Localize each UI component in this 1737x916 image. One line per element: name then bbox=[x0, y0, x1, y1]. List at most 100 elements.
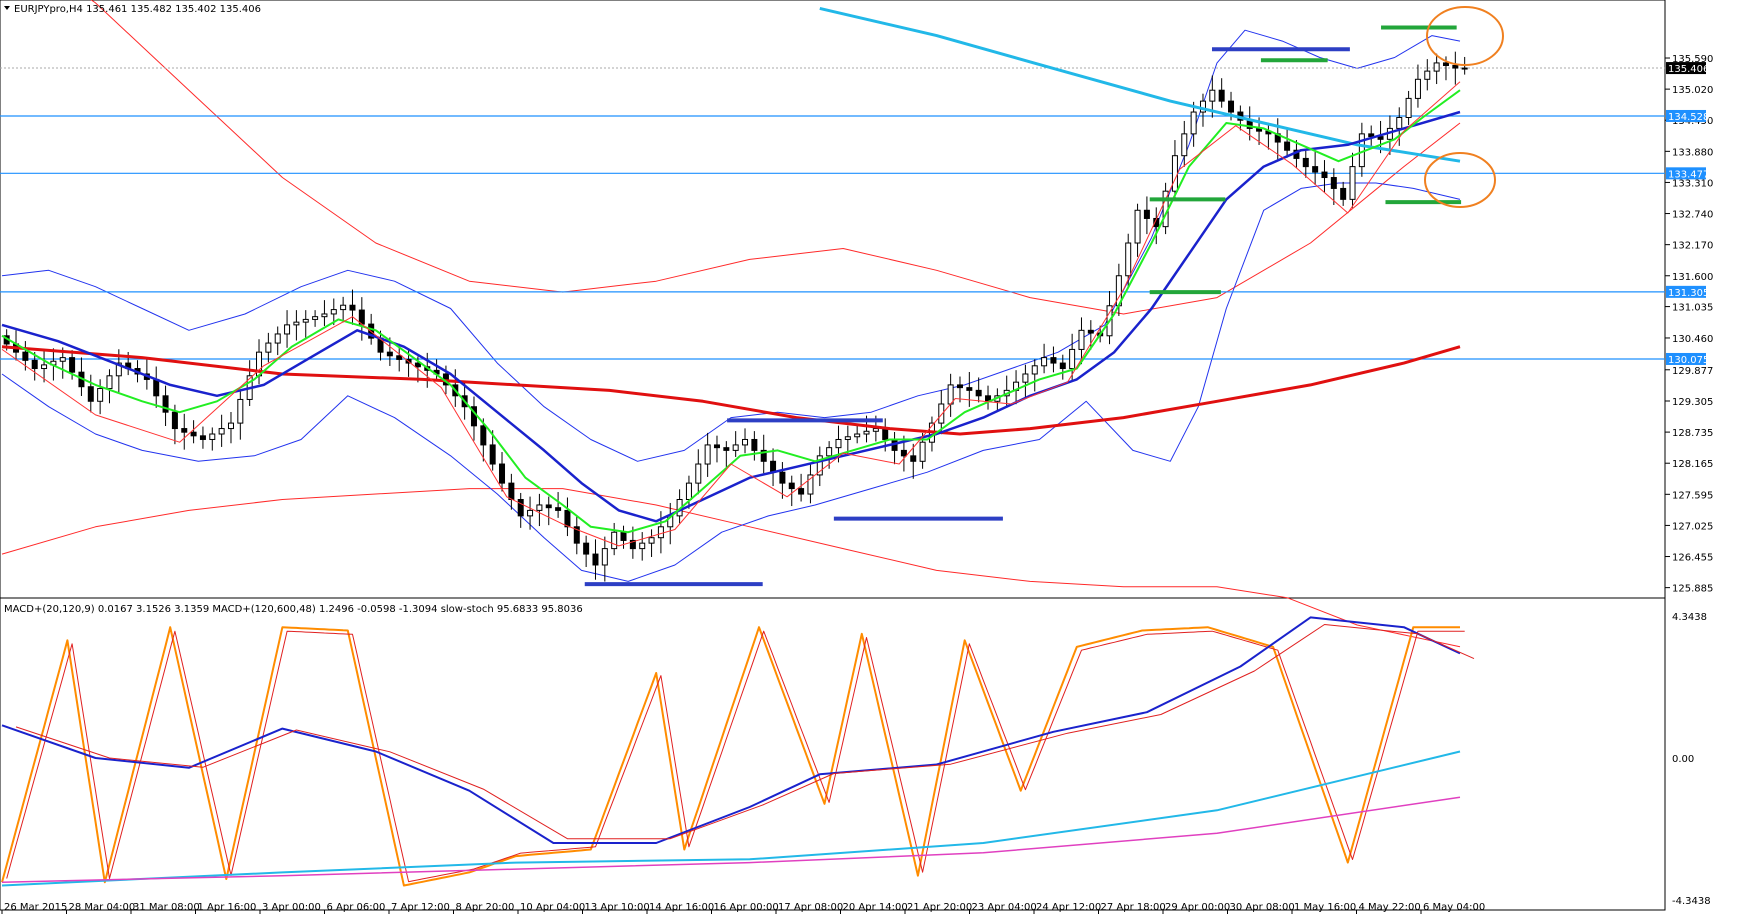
candle-body bbox=[293, 321, 300, 326]
candle-body bbox=[414, 362, 421, 368]
candle-body bbox=[1302, 157, 1309, 168]
candle-body bbox=[695, 463, 702, 484]
stochastic-signal-line bbox=[6, 630, 1465, 883]
candle-body bbox=[826, 447, 833, 457]
candle-body bbox=[648, 537, 655, 544]
candle-body bbox=[854, 433, 861, 438]
candle-body bbox=[199, 435, 206, 440]
time-tick-label: 10 Apr 04:00 bbox=[520, 902, 585, 913]
candle-body bbox=[209, 433, 216, 440]
price-tick-label: 132.740 bbox=[1672, 210, 1713, 221]
ma-cyan-line bbox=[819, 6, 1461, 163]
candle-body bbox=[1190, 111, 1197, 135]
time-tick-label: 4 May 22:00 bbox=[1359, 902, 1421, 913]
candle-body bbox=[536, 504, 543, 511]
candle-body bbox=[517, 499, 524, 517]
candle-body bbox=[218, 428, 225, 435]
candle-body bbox=[1340, 187, 1347, 200]
candle-body bbox=[863, 430, 870, 435]
dropdown-icon[interactable] bbox=[4, 6, 10, 10]
candle-body bbox=[1312, 166, 1319, 173]
candle-body bbox=[171, 411, 178, 430]
time-tick-label: 1 Apr 16:00 bbox=[198, 902, 257, 913]
price-tick-label: 133.310 bbox=[1672, 178, 1713, 189]
current-price-tag bbox=[1666, 62, 1706, 75]
candle-body bbox=[1199, 100, 1206, 113]
candle-body bbox=[639, 542, 646, 550]
candle-body bbox=[31, 359, 38, 370]
candle-body bbox=[1405, 97, 1412, 119]
bollinger-lower-line bbox=[1, 182, 1461, 582]
candle-body bbox=[87, 386, 94, 402]
time-tick-label: 27 Apr 18:00 bbox=[1101, 902, 1166, 913]
candle-body bbox=[573, 526, 580, 544]
candle-body bbox=[1414, 78, 1421, 99]
candle-body bbox=[1442, 62, 1449, 66]
candle-body bbox=[910, 455, 917, 462]
candle-body bbox=[844, 436, 851, 440]
ma-green-line bbox=[1, 89, 1461, 534]
candle-body bbox=[1433, 62, 1440, 72]
candle-body bbox=[816, 455, 823, 476]
candle-body bbox=[302, 318, 309, 323]
candle-body bbox=[227, 422, 234, 430]
price-tick-label: 128.165 bbox=[1672, 459, 1713, 470]
candle-body bbox=[732, 444, 739, 451]
current-price-label: 135.406 bbox=[1668, 64, 1709, 75]
candle-body bbox=[499, 463, 506, 484]
candle-body bbox=[947, 384, 954, 405]
macd-slow-line bbox=[1, 750, 1461, 887]
candle-body bbox=[657, 526, 664, 539]
candle-body bbox=[704, 444, 711, 465]
price-tick-label: 128.735 bbox=[1672, 428, 1713, 439]
candle-body bbox=[41, 364, 48, 370]
candle-body bbox=[1134, 209, 1141, 244]
candle-body bbox=[312, 316, 319, 320]
candle-body bbox=[1368, 133, 1375, 138]
price-tick-label: 133.880 bbox=[1672, 147, 1713, 158]
candle-body bbox=[1171, 155, 1178, 192]
level-tag bbox=[1666, 167, 1706, 180]
price-tick-label: 125.885 bbox=[1672, 584, 1713, 595]
time-tick-label: 14 Apr 16:00 bbox=[649, 902, 714, 913]
candle-body bbox=[564, 509, 571, 528]
candle-body bbox=[1228, 100, 1235, 113]
candle-body bbox=[265, 342, 272, 353]
candle-body bbox=[975, 389, 982, 397]
candle-body bbox=[1284, 141, 1291, 151]
candle-body bbox=[872, 428, 879, 432]
candle-body bbox=[1218, 89, 1225, 102]
main-pane[interactable] bbox=[0, 0, 1666, 599]
level-tag-label: 134.528 bbox=[1668, 112, 1709, 123]
candle-body bbox=[1050, 357, 1057, 364]
candle-body bbox=[583, 542, 590, 555]
candle-body bbox=[321, 313, 328, 318]
candle-body bbox=[1377, 136, 1384, 140]
time-tick-label: 7 Apr 12:00 bbox=[391, 902, 450, 913]
candle-body bbox=[966, 387, 973, 391]
indicator-pane[interactable] bbox=[0, 597, 1666, 911]
candle-body bbox=[190, 431, 197, 437]
price-tick-label: 129.305 bbox=[1672, 397, 1713, 408]
ma-blue-line bbox=[1, 110, 1461, 523]
level-tag-label: 130.075 bbox=[1668, 355, 1709, 366]
candle-body bbox=[1022, 373, 1029, 383]
ohlc-values: 135.461 135.482 135.402 135.406 bbox=[86, 4, 261, 15]
candle-body bbox=[882, 428, 889, 440]
candle-body bbox=[1069, 348, 1076, 370]
level-tag-label: 131.305 bbox=[1668, 288, 1709, 299]
indicator-header: MACD+(20,120,9) 0.0167 3.1526 3.1359 MAC… bbox=[4, 604, 583, 615]
time-tick-label: 13 Apr 10:00 bbox=[585, 902, 650, 913]
macd-fast-line bbox=[1, 616, 1461, 844]
candle-body bbox=[1321, 171, 1328, 179]
time-tick-label: 16 Apr 00:00 bbox=[714, 902, 779, 913]
candle-body bbox=[1396, 117, 1403, 129]
price-tick-label: 126.455 bbox=[1672, 553, 1713, 564]
candle-body bbox=[760, 449, 767, 462]
candle-body bbox=[592, 553, 599, 566]
candle-body bbox=[106, 375, 113, 390]
candle-body bbox=[900, 449, 907, 457]
candle-body bbox=[611, 531, 618, 550]
candle-body bbox=[629, 539, 636, 550]
